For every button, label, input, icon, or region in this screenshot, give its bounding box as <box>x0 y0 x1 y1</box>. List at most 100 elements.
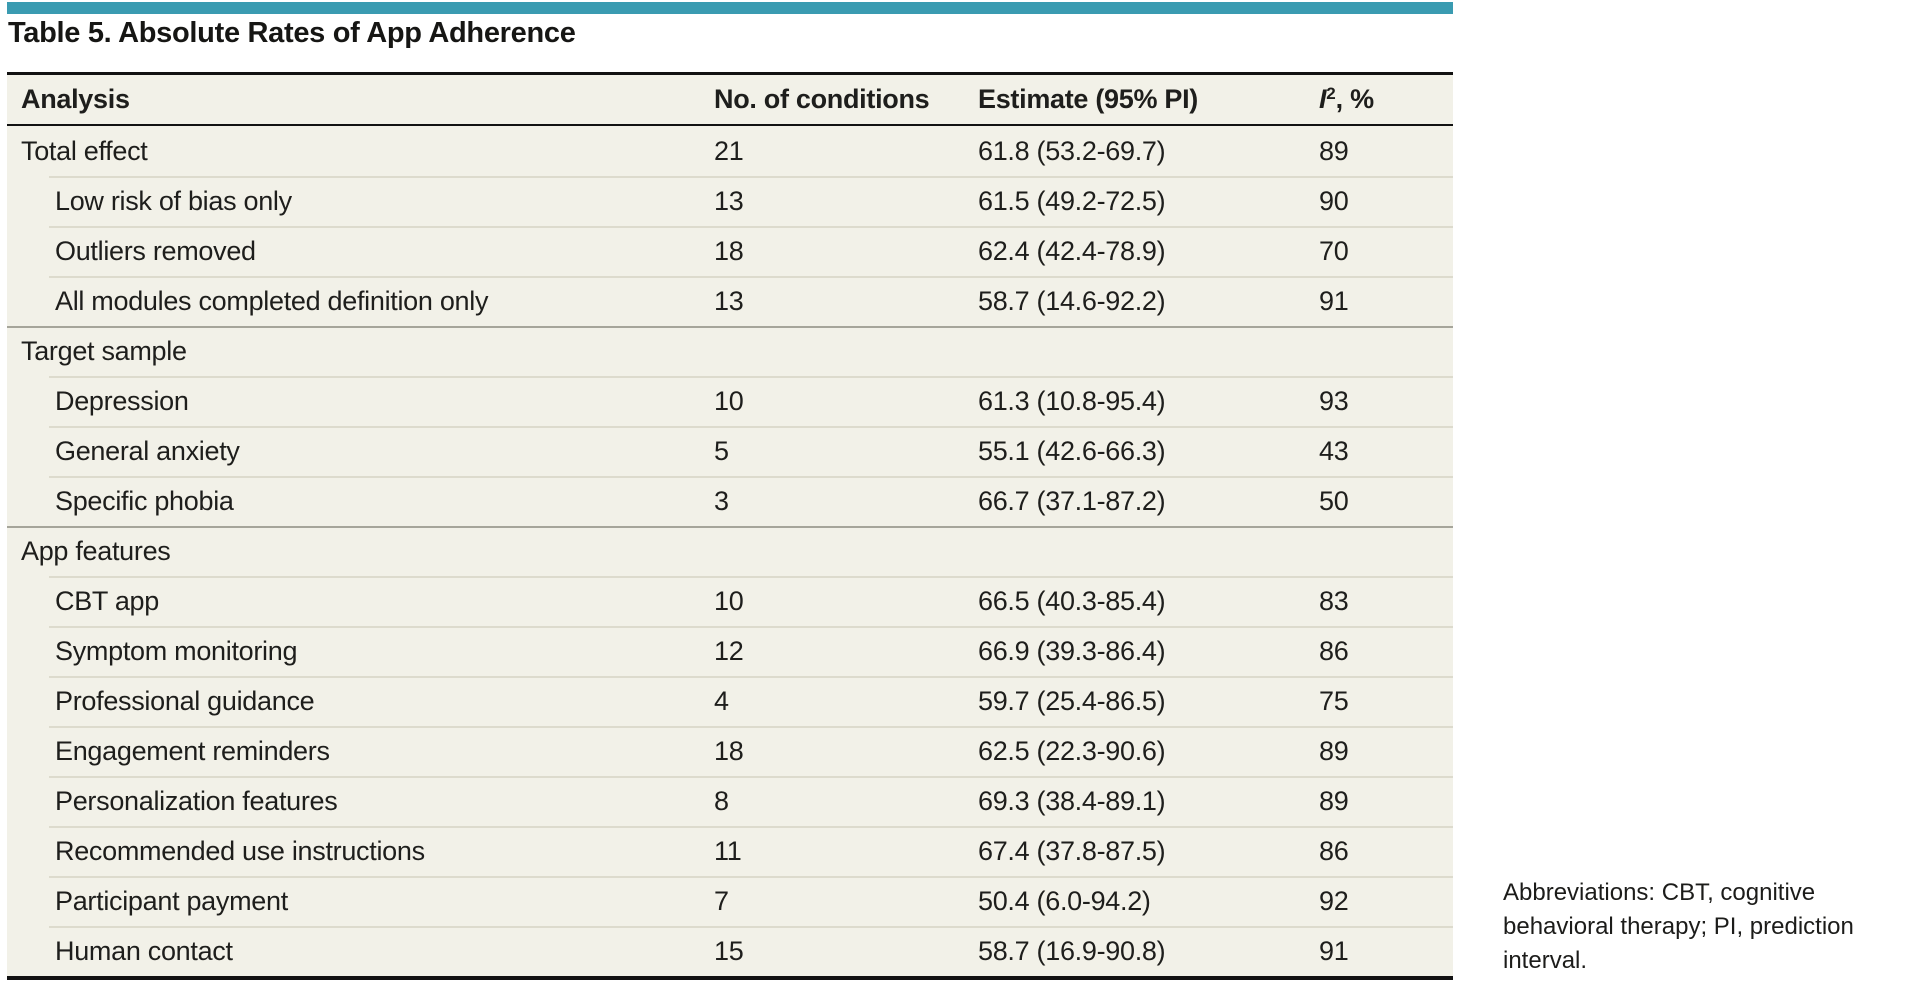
estimate-cell: 67.4 (37.8-87.5) <box>978 836 1166 866</box>
estimate-cell: 62.4 (42.4-78.9) <box>978 236 1166 266</box>
table-row: Personalization features 8 69.3 (38.4-89… <box>7 776 1453 826</box>
i-squared-cell: 89 <box>1319 786 1349 816</box>
conditions-cell: 15 <box>714 936 744 966</box>
table-row: General anxiety 5 55.1 (42.6-66.3) 43 <box>7 426 1453 476</box>
header-estimate: Estimate (95% PI) <box>978 84 1198 114</box>
estimate-cell: 69.3 (38.4-89.1) <box>978 786 1166 816</box>
estimate-cell: 55.1 (42.6-66.3) <box>978 436 1166 466</box>
estimate-cell: 61.3 (10.8-95.4) <box>978 386 1166 416</box>
table-body: Total effect 21 61.8 (53.2-69.7) 89 Low … <box>7 126 1453 976</box>
conditions-cell: 18 <box>714 236 744 266</box>
conditions-cell: 5 <box>714 436 729 466</box>
estimate-cell: 66.9 (39.3-86.4) <box>978 636 1166 666</box>
header-analysis: Analysis <box>21 84 130 114</box>
analysis-cell: General anxiety <box>55 436 240 466</box>
i-squared-suffix: , % <box>1335 84 1374 114</box>
table-title: Table 5. Absolute Rates of App Adherence <box>8 17 576 49</box>
conditions-cell: 11 <box>714 836 742 866</box>
analysis-cell: Target sample <box>21 336 187 366</box>
row-divider <box>49 776 1453 778</box>
table-row: Total effect 21 61.8 (53.2-69.7) 89 <box>7 126 1453 176</box>
conditions-cell: 3 <box>714 486 729 516</box>
analysis-cell: Outliers removed <box>55 236 256 266</box>
estimate-cell: 50.4 (6.0-94.2) <box>978 886 1151 916</box>
table-row: Specific phobia 3 66.7 (37.1-87.2) 50 <box>7 476 1453 526</box>
i-squared-superscript: 2 <box>1326 84 1336 103</box>
conditions-cell: 21 <box>714 136 744 166</box>
header-i-squared: I2, % <box>1319 84 1374 116</box>
conditions-cell: 12 <box>714 636 744 666</box>
footnote-line: behavioral therapy; PI, prediction <box>1503 913 1854 940</box>
row-divider <box>49 876 1453 878</box>
adherence-table: Analysis No. of conditions Estimate (95%… <box>7 72 1453 980</box>
row-divider <box>7 526 1453 528</box>
abbreviations-footnote: Abbreviations: CBT, cognitive behavioral… <box>1503 876 1906 978</box>
table-row: All modules completed definition only 13… <box>7 276 1453 326</box>
i-squared-cell: 92 <box>1319 886 1349 916</box>
row-divider <box>49 176 1453 178</box>
table-row: CBT app 10 66.5 (40.3-85.4) 83 <box>7 576 1453 626</box>
i-squared-cell: 83 <box>1319 586 1349 616</box>
conditions-cell: 8 <box>714 786 729 816</box>
i-squared-cell: 86 <box>1319 636 1349 666</box>
table-row: Participant payment 7 50.4 (6.0-94.2) 92 <box>7 876 1453 926</box>
conditions-cell: 18 <box>714 736 744 766</box>
table-header-row: Analysis No. of conditions Estimate (95%… <box>7 75 1453 126</box>
footnote-line: Abbreviations: CBT, cognitive <box>1503 879 1816 906</box>
estimate-cell: 66.5 (40.3-85.4) <box>978 586 1166 616</box>
i-squared-cell: 91 <box>1319 936 1349 966</box>
i-squared-cell: 91 <box>1319 286 1349 316</box>
table-row: Recommended use instructions 11 67.4 (37… <box>7 826 1453 876</box>
row-divider <box>49 826 1453 828</box>
table-row: Low risk of bias only 13 61.5 (49.2-72.5… <box>7 176 1453 226</box>
table-row: Human contact 15 58.7 (16.9-90.8) 91 <box>7 926 1453 976</box>
estimate-cell: 61.8 (53.2-69.7) <box>978 136 1166 166</box>
i-squared-cell: 89 <box>1319 736 1349 766</box>
conditions-cell: 10 <box>714 586 744 616</box>
row-divider <box>49 476 1453 478</box>
accent-bar <box>7 2 1453 14</box>
row-divider <box>49 726 1453 728</box>
row-divider <box>49 926 1453 928</box>
conditions-cell: 10 <box>714 386 744 416</box>
table-row: Professional guidance 4 59.7 (25.4-86.5)… <box>7 676 1453 726</box>
conditions-cell: 4 <box>714 686 729 716</box>
i-squared-cell: 93 <box>1319 386 1349 416</box>
table-row: Engagement reminders 18 62.5 (22.3-90.6)… <box>7 726 1453 776</box>
analysis-cell: App features <box>21 536 171 566</box>
i-squared-cell: 70 <box>1319 236 1349 266</box>
table-row: Target sample <box>7 326 1453 376</box>
estimate-cell: 61.5 (49.2-72.5) <box>978 186 1166 216</box>
analysis-cell: Recommended use instructions <box>55 836 425 866</box>
analysis-cell: Symptom monitoring <box>55 636 298 666</box>
table-row: Outliers removed 18 62.4 (42.4-78.9) 70 <box>7 226 1453 276</box>
analysis-cell: Personalization features <box>55 786 338 816</box>
analysis-cell: All modules completed definition only <box>55 286 489 316</box>
estimate-cell: 66.7 (37.1-87.2) <box>978 486 1166 516</box>
conditions-cell: 13 <box>714 286 744 316</box>
row-divider <box>7 326 1453 328</box>
row-divider <box>49 276 1453 278</box>
analysis-cell: Low risk of bias only <box>55 186 292 216</box>
conditions-cell: 7 <box>714 886 729 916</box>
i-squared-cell: 50 <box>1319 486 1349 516</box>
footnote-line: interval. <box>1503 947 1588 974</box>
table-row: App features <box>7 526 1453 576</box>
analysis-cell: Professional guidance <box>55 686 315 716</box>
conditions-cell: 13 <box>714 186 744 216</box>
i-squared-letter: I <box>1319 84 1327 114</box>
estimate-cell: 58.7 (14.6-92.2) <box>978 286 1166 316</box>
i-squared-cell: 89 <box>1319 136 1349 166</box>
analysis-cell: Participant payment <box>55 886 288 916</box>
analysis-cell: Specific phobia <box>55 486 234 516</box>
estimate-cell: 59.7 (25.4-86.5) <box>978 686 1166 716</box>
header-no-of-conditions: No. of conditions <box>714 84 930 114</box>
row-divider <box>49 226 1453 228</box>
row-divider <box>49 626 1453 628</box>
row-divider <box>49 426 1453 428</box>
row-divider <box>49 676 1453 678</box>
estimate-cell: 62.5 (22.3-90.6) <box>978 736 1166 766</box>
i-squared-cell: 75 <box>1319 686 1349 716</box>
table-row: Depression 10 61.3 (10.8-95.4) 93 <box>7 376 1453 426</box>
